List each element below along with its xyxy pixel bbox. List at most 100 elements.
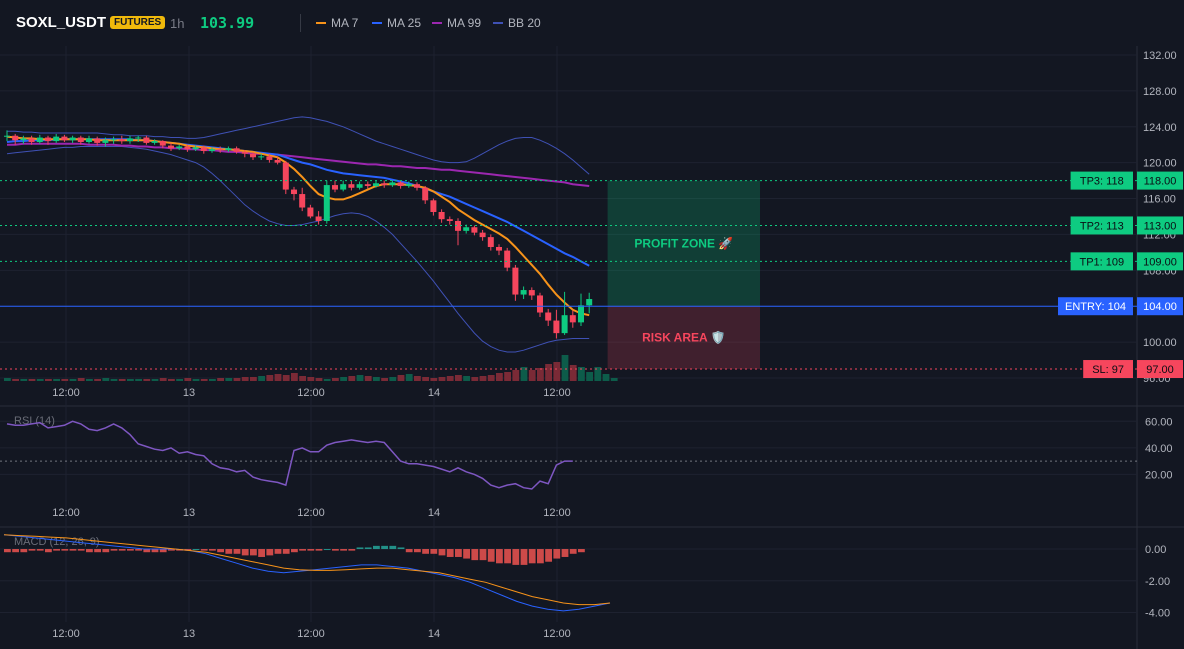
legend-ma99[interactable]: MA 99 <box>432 16 481 30</box>
candle-body <box>528 290 535 296</box>
candle-body <box>405 184 412 186</box>
volume-bar <box>168 379 175 381</box>
macd-histogram-bar <box>545 549 552 562</box>
volume-bar <box>610 378 618 381</box>
volume-bar <box>397 375 405 381</box>
candle-body <box>561 315 568 334</box>
macd-histogram-bar <box>110 549 118 551</box>
time-tick-label: 14 <box>428 507 440 519</box>
volume-bar <box>274 374 282 381</box>
candle-body <box>241 151 248 154</box>
macd-histogram-bar <box>569 549 577 554</box>
level-tag-label: ENTRY: 104 <box>1065 301 1126 313</box>
volume-bar <box>373 377 380 381</box>
time-tick-label: 12:00 <box>52 387 80 399</box>
volume-bar <box>414 376 421 381</box>
macd-histogram-bar <box>200 549 208 551</box>
level-price-tag-entry <box>1137 297 1183 316</box>
volume-bar <box>20 379 28 381</box>
candle-body <box>159 141 166 146</box>
volume-bar <box>225 378 233 381</box>
ma99-line <box>7 142 590 187</box>
candle-body <box>512 267 519 295</box>
candle-body <box>233 148 240 152</box>
candle-body <box>323 185 330 221</box>
symbol-name[interactable]: SOXL_USDT <box>16 14 107 31</box>
macd-histogram-bar <box>578 549 585 553</box>
legend-bb20[interactable]: BB 20 <box>493 16 541 30</box>
macd-histogram-bar <box>282 549 290 554</box>
level-tag-label: TP1: 109 <box>1079 256 1124 268</box>
macd-histogram-bar <box>266 549 274 556</box>
candle-body <box>36 137 43 143</box>
macd-histogram-bar <box>135 549 142 551</box>
legend-ma25[interactable]: MA 25 <box>372 16 421 30</box>
macd-tick-label: -2.00 <box>1145 576 1170 588</box>
candle-body <box>496 246 502 251</box>
time-tick-label: 12:00 <box>543 507 571 519</box>
volume-bar <box>250 377 257 381</box>
candle-body <box>151 141 158 143</box>
volume-bar <box>438 377 446 381</box>
macd-histogram-bar <box>405 549 413 553</box>
volume-bar <box>422 377 429 381</box>
volume-bar <box>110 379 118 381</box>
timeframe-label[interactable]: 1h <box>170 16 185 31</box>
volume-bar <box>102 378 110 381</box>
level-price-tag-tp <box>1137 216 1183 235</box>
macd-tick-label: 0.00 <box>1145 544 1166 556</box>
candle-body <box>20 138 27 141</box>
candle-body <box>168 145 174 149</box>
candle-body <box>258 156 265 158</box>
volume-bar <box>258 376 265 381</box>
volume-bar <box>217 378 224 381</box>
candle-body <box>274 159 281 163</box>
volume-bar <box>356 375 364 381</box>
candle-body <box>348 184 355 188</box>
volume-bar <box>348 376 356 381</box>
time-tick-label: 14 <box>428 387 440 399</box>
legend-ma7[interactable]: MA 7 <box>316 16 358 30</box>
macd-histogram-bar <box>471 549 479 561</box>
candle-body <box>537 295 543 313</box>
macd-histogram-bar <box>86 549 93 553</box>
candle-body <box>225 148 232 151</box>
candle-body <box>520 290 527 295</box>
volume-bar <box>4 378 11 381</box>
macd-histogram-bar <box>332 549 339 551</box>
candle-body <box>545 312 552 321</box>
candle-body <box>373 183 379 186</box>
time-tick-label: 12:00 <box>297 387 325 399</box>
candle-body <box>4 135 10 137</box>
candle-body <box>340 184 347 190</box>
legend-swatch <box>372 22 382 24</box>
macd-histogram-bar <box>537 549 544 564</box>
candle-body <box>586 299 593 306</box>
macd-histogram-bar <box>397 547 405 550</box>
macd-histogram-bar <box>487 549 495 562</box>
candle-body <box>479 232 486 238</box>
volume-bar <box>299 376 306 381</box>
legend-label: BB 20 <box>508 16 541 30</box>
candle-body <box>446 219 453 221</box>
price-tick-label: 128.00 <box>1143 86 1177 98</box>
price-tick-label: 120.00 <box>1143 158 1177 170</box>
rsi-line <box>6 420 573 490</box>
volume-bar <box>561 355 569 381</box>
macd-histogram-bar <box>159 549 167 553</box>
level-tag-tp <box>1070 171 1133 190</box>
volume-bar <box>200 379 208 381</box>
macd-histogram-bar <box>446 549 454 557</box>
time-tick-label: 12:00 <box>52 628 80 640</box>
volume-bar <box>364 376 372 381</box>
macd-histogram-bar <box>4 549 11 553</box>
legend-swatch <box>316 22 326 24</box>
candle-body <box>28 138 35 143</box>
volume-bar <box>241 377 249 381</box>
volume-bar <box>282 375 290 381</box>
profit-zone <box>607 180 760 307</box>
volume-bar <box>537 368 544 381</box>
bb-upper-line <box>7 116 590 175</box>
